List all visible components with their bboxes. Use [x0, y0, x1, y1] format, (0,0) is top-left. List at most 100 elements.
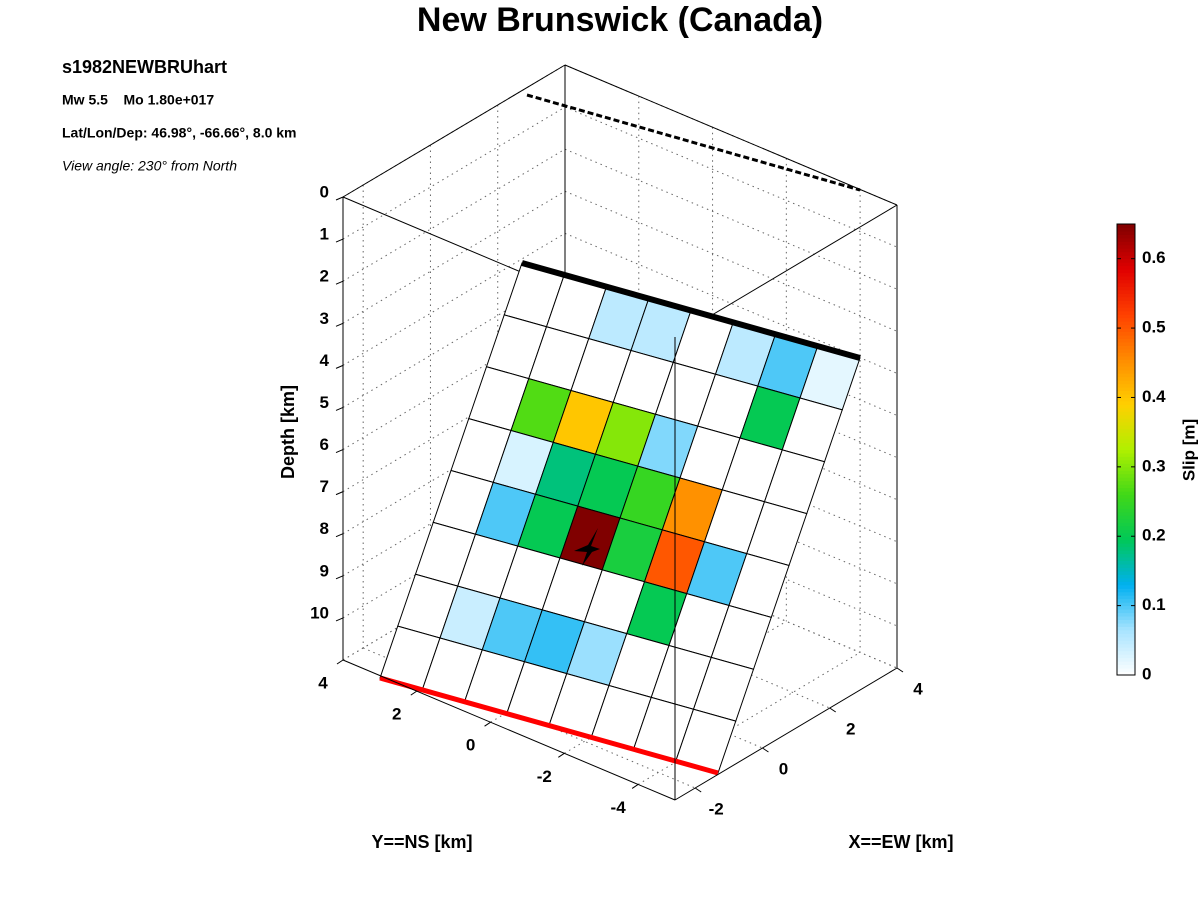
tick-mark: [631, 784, 639, 789]
colorbar-segment: [1117, 230, 1135, 235]
colorbar-segment: [1117, 251, 1135, 256]
colorbar-tick-label: 0.6: [1142, 248, 1166, 267]
colorbar-segment: [1117, 671, 1135, 676]
colorbar-segment: [1117, 279, 1135, 284]
y-tick-label: 4: [318, 673, 328, 692]
colorbar-segment: [1117, 539, 1135, 544]
colorbar-segment: [1117, 598, 1135, 603]
colorbar-segment: [1117, 473, 1135, 478]
box-edge: [342, 659, 676, 801]
colorbar-segment: [1117, 296, 1135, 301]
colorbar-segment: [1117, 345, 1135, 350]
colorbar-tick-label: 0.3: [1142, 456, 1166, 475]
tick-mark: [335, 322, 344, 327]
z-tick-label: 0: [320, 182, 329, 201]
colorbar-segment: [1117, 584, 1135, 589]
colorbar-segment: [1117, 390, 1135, 395]
colorbar-segment: [1117, 407, 1135, 412]
z-tick-label: 7: [320, 477, 329, 496]
colorbar-segment: [1117, 446, 1135, 450]
colorbar-segment: [1117, 581, 1135, 586]
colorbar-segment: [1117, 546, 1135, 551]
z-tick-label: 2: [320, 267, 329, 286]
colorbar-segment: [1117, 348, 1135, 353]
tick-mark: [335, 196, 344, 201]
surface-trace: [526, 93, 861, 192]
colorbar-segment: [1117, 293, 1135, 298]
colorbar-segment: [1117, 616, 1135, 620]
colorbar-segment: [1117, 335, 1135, 339]
tick-mark: [335, 364, 344, 369]
colorbar-segment: [1117, 262, 1135, 267]
colorbar-segment: [1117, 303, 1135, 308]
colorbar-segment: [1117, 286, 1135, 291]
colorbar-segment: [1117, 508, 1135, 513]
colorbar-segment: [1117, 324, 1135, 329]
colorbar-segment: [1117, 626, 1135, 631]
colorbar-segment: [1117, 282, 1135, 287]
colorbar-segment: [1117, 480, 1135, 485]
tick-mark: [335, 575, 344, 580]
colorbar-segment: [1117, 418, 1135, 423]
tick-mark: [336, 659, 344, 665]
z-tick-label: 6: [320, 435, 329, 454]
colorbar-segment: [1117, 248, 1135, 253]
fault-top: [521, 260, 861, 361]
colorbar-segment: [1117, 633, 1135, 638]
colorbar-segment: [1117, 224, 1135, 228]
colorbar-segment: [1117, 661, 1135, 666]
colorbar-segment: [1117, 574, 1135, 579]
colorbar-segment: [1117, 477, 1135, 482]
colorbar-segment: [1117, 376, 1135, 381]
colorbar-segment: [1117, 310, 1135, 315]
colorbar-segment: [1117, 432, 1135, 437]
tick-mark: [829, 707, 837, 713]
grid-line: [342, 106, 566, 240]
colorbar-segment: [1117, 511, 1135, 516]
colorbar-segment: [1117, 449, 1135, 454]
chart-title: New Brunswick (Canada): [417, 1, 823, 39]
colorbar-segment: [1117, 265, 1135, 270]
colorbar-segment: [1117, 609, 1135, 614]
tick-mark: [335, 533, 344, 538]
x-axis-label: X==EW [km]: [848, 832, 953, 852]
colorbar-segment: [1117, 366, 1135, 371]
box-edge: [342, 64, 566, 198]
colorbar-frame: [1116, 223, 1136, 676]
colorbar-segment: [1117, 380, 1135, 385]
colorbar-segment: [1117, 518, 1135, 523]
colorbar-segment: [1117, 629, 1135, 634]
hypocenter: [574, 528, 600, 566]
colorbar-segment: [1117, 563, 1135, 568]
colorbar-segment: [1117, 338, 1135, 343]
colorbar-segment: [1117, 452, 1135, 457]
colorbar-segment: [1117, 272, 1135, 277]
colorbar-segment: [1117, 498, 1135, 503]
colorbar-segment: [1117, 522, 1135, 527]
colorbar-segment: [1117, 650, 1135, 655]
colorbar-segment: [1117, 459, 1135, 464]
colorbar-segment: [1117, 421, 1135, 426]
tick-mark: [335, 617, 344, 622]
colorbar-segment: [1117, 414, 1135, 419]
colorbar-segment: [1117, 515, 1135, 520]
x-tick-label: 4: [913, 679, 923, 698]
colorbar-segment: [1117, 640, 1135, 645]
colorbar-segment: [1117, 622, 1135, 627]
colorbar-segment: [1117, 463, 1135, 468]
colorbar-segment: [1117, 550, 1135, 555]
colorbar-segment: [1117, 411, 1135, 416]
colorbar-segment: [1117, 543, 1135, 548]
colorbar-segment: [1117, 491, 1135, 496]
colorbar-segment: [1117, 494, 1135, 499]
colorbar-segment: [1117, 484, 1135, 489]
tick-mark: [410, 690, 418, 696]
tick-mark: [558, 752, 565, 758]
colorbar-segment: [1117, 328, 1135, 333]
x-tick-label: 0: [779, 759, 788, 778]
z-tick-label: 3: [320, 309, 329, 328]
colorbar-segment: [1117, 373, 1135, 378]
event-name: s1982NEWBRUhart: [62, 57, 227, 77]
x-tick-label: 2: [846, 719, 855, 738]
